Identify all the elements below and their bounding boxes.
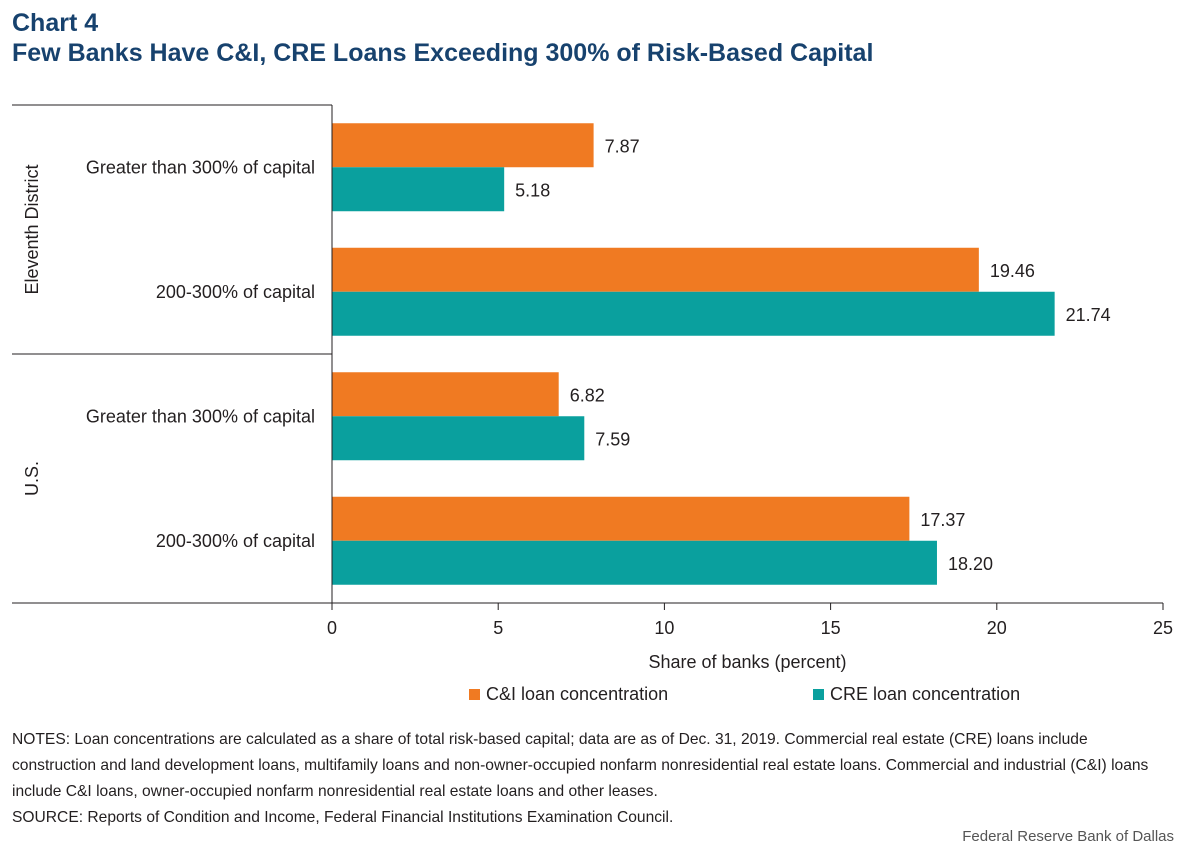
data-label: 7.87 [605,136,640,156]
bar-ci [332,372,559,417]
credit-line: Federal Reserve Bank of Dallas [962,828,1174,845]
legend-item-cre: CRE loan concentration [813,684,1020,705]
chart-number: Chart 4 [12,9,99,37]
x-tick-label: 20 [987,618,1007,638]
legend-label-cre: CRE loan concentration [830,684,1021,704]
x-tick-label: 10 [654,618,674,638]
legend: C&I loan concentration CRE loan concentr… [0,684,1186,708]
data-label: 19.46 [990,261,1035,281]
data-label: 21.74 [1066,305,1111,325]
x-axis-label: Share of banks (percent) [648,652,846,672]
bar-ci [332,496,910,541]
category-label: Greater than 300% of capital [86,157,315,177]
x-tick-label: 15 [821,618,841,638]
data-label: 18.20 [948,554,993,574]
source-text: SOURCE: Reports of Condition and Income,… [12,809,674,826]
bar-cre [332,540,937,585]
x-tick-label: 25 [1153,618,1173,638]
legend-label-ci: C&I loan concentration [486,684,669,704]
bar-chart: 7.87 5.18 Greater than 300% of capital 19.4… [12,104,1173,672]
category-label: Greater than 300% of capital [86,406,315,426]
legend-swatch-ci [469,689,480,700]
x-tick-label: 5 [493,618,503,638]
x-tick-label: 0 [327,618,337,638]
group-label: U.S. [22,461,42,496]
legend-item-ci: C&I loan concentration [469,684,668,705]
data-label: 7.59 [595,429,630,449]
bar-cre [332,291,1055,336]
legend-swatch-cre [813,689,824,700]
category-label: 200-300% of capital [156,282,315,302]
chart-headline: Few Banks Have C&I, CRE Loans Exceeding … [12,39,874,67]
notes-text: NOTES: Loan concentrations are calculate… [12,731,1149,800]
bar-ci [332,123,594,168]
data-label: 17.37 [920,510,965,530]
group-label: Eleventh District [22,164,42,294]
chart-title: Chart 4 Few Banks Have C&I, CRE Loans Ex… [12,8,873,68]
chart-notes: NOTES: Loan concentrations are calculate… [12,727,1174,831]
data-label: 6.82 [570,385,605,405]
bar-cre [332,416,585,461]
data-label: 5.18 [515,180,550,200]
category-label: 200-300% of capital [156,531,315,551]
bar-ci [332,247,979,292]
bar-cre [332,167,505,212]
